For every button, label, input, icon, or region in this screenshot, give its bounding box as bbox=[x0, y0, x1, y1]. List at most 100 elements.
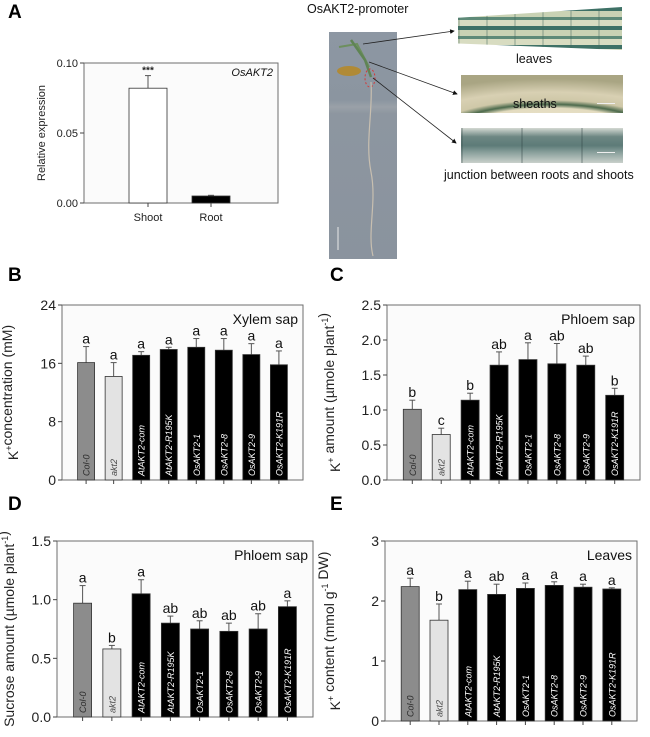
y-tick-label: 0.5 bbox=[362, 437, 382, 453]
y-axis-label: Relative expression bbox=[36, 85, 48, 181]
sheaths-micrograph bbox=[461, 75, 623, 113]
chart-title: OsAKT2 bbox=[231, 67, 273, 79]
seedling-photo bbox=[329, 32, 397, 259]
y-tick-label: 1.0 bbox=[32, 592, 52, 608]
significance-letter: a bbox=[79, 570, 87, 586]
y-tick-label: 0.10 bbox=[57, 58, 78, 70]
panel-label-e: E bbox=[330, 494, 343, 515]
x-tick-label: Shoot bbox=[134, 212, 163, 224]
significance-letter: ab bbox=[250, 598, 266, 614]
bar-category-label: AtAKT2-R195K bbox=[164, 413, 174, 477]
bar-category-label: OsAKT2-K191R bbox=[274, 411, 284, 476]
significance-letter: b bbox=[408, 384, 416, 400]
y-axis-label-part: K bbox=[327, 700, 343, 710]
y-tick-label: 2 bbox=[371, 593, 379, 609]
y-tick-label: 16 bbox=[40, 355, 56, 371]
bar bbox=[191, 195, 231, 204]
seed-icon bbox=[337, 66, 361, 76]
bar-category-label: OsAKT2-9 bbox=[581, 434, 591, 476]
chart-c: 0.0 0.5 1.0 1.5 2.0 2.5 K+ amount (µmole plant… bbox=[315, 297, 641, 488]
significance-letter: b bbox=[108, 629, 116, 645]
significance-letter: ab bbox=[163, 600, 179, 616]
chart-title: Phloem sap bbox=[561, 311, 635, 327]
significance-letter: ab bbox=[491, 336, 507, 352]
y-tick-label: 1.5 bbox=[362, 367, 382, 383]
significance-letter: a bbox=[192, 323, 200, 339]
bar-category-label: akt2 bbox=[437, 459, 447, 476]
y-tick-label: 1 bbox=[371, 653, 379, 669]
significance-letter: a bbox=[464, 565, 472, 581]
seedling-root bbox=[368, 81, 374, 257]
bar-category-label: AtAKT2-R195K bbox=[166, 650, 176, 714]
y-axis-label-part: Sucrose amount (µmole plant bbox=[1, 544, 17, 727]
plot-frame bbox=[386, 304, 641, 481]
promoter-title: OsAKT2-promoter bbox=[307, 2, 409, 16]
seedling-drawing bbox=[337, 39, 376, 257]
y-axis-label-part: concentration (mM) bbox=[0, 325, 15, 446]
y-axis-label-part: DW) bbox=[315, 552, 331, 584]
significance-letter: ab bbox=[578, 340, 594, 356]
bar-category-label: OsAKT2-9 bbox=[254, 671, 264, 713]
panel-label-d: D bbox=[8, 494, 22, 515]
y-tick-label: 0 bbox=[371, 713, 379, 729]
significance-letter: a bbox=[284, 585, 292, 601]
significance-letter: a bbox=[522, 567, 530, 583]
y-axis-label-part: ) bbox=[315, 313, 331, 318]
chart-title: Leaves bbox=[587, 547, 632, 563]
significance-letter: ab bbox=[221, 607, 237, 623]
plot-frame bbox=[56, 540, 314, 718]
bar-category-label: OsAKT2-1 bbox=[523, 434, 533, 476]
y-tick-label: 2.5 bbox=[362, 297, 382, 313]
plot-frame bbox=[83, 62, 279, 204]
bar-category-label: AtAKT2-com bbox=[463, 665, 473, 718]
significance-letter: b bbox=[611, 372, 619, 388]
y-tick-label: 3 bbox=[371, 533, 379, 549]
significance-letter: ab bbox=[192, 605, 208, 621]
bar-category-label: Col-0 bbox=[78, 691, 88, 713]
bar-category-label: OsAKT2-9 bbox=[247, 434, 257, 476]
bar-category-label: AtAKT2-R195K bbox=[495, 413, 505, 477]
significance-letter: a bbox=[137, 336, 145, 352]
scale-bar bbox=[597, 103, 615, 104]
y-axis-label: Sucrose amount (µmole plant-1) bbox=[0, 531, 17, 727]
significance-letter: b bbox=[435, 588, 443, 604]
bar-category-label: akt2 bbox=[109, 459, 119, 476]
bar-category-label: OsAKT2-9 bbox=[579, 675, 589, 717]
chart-title: Phloem sap bbox=[234, 547, 308, 563]
significance-letter: a bbox=[406, 562, 414, 578]
bar-category-label: OsAKT2-8 bbox=[552, 434, 562, 476]
seedling-shoot bbox=[349, 39, 373, 78]
y-axis-label-superscript: -1 bbox=[320, 584, 330, 592]
y-tick-label: 0 bbox=[48, 472, 56, 488]
y-axis-label-part: K bbox=[327, 462, 343, 472]
significance-letter: a bbox=[247, 328, 255, 344]
y-tick-label: 0.5 bbox=[32, 650, 52, 666]
plot-frame bbox=[384, 540, 638, 722]
significance-letter: a bbox=[165, 331, 173, 347]
y-tick-label: 0.0 bbox=[362, 472, 382, 488]
plot-frame bbox=[61, 304, 304, 481]
y-axis-label: K+ amount (µmole plant-1) bbox=[315, 313, 343, 472]
y-tick-label: 24 bbox=[40, 297, 56, 313]
y-tick-label: 0.00 bbox=[57, 198, 78, 210]
y-axis-label-part: content (mmol g bbox=[321, 592, 337, 696]
bar bbox=[128, 87, 168, 204]
y-tick-label: 8 bbox=[48, 414, 56, 430]
junction-highlight-circle bbox=[364, 68, 376, 88]
scale-bar bbox=[597, 152, 615, 153]
bar-category-label: AtAKT2-R195K bbox=[492, 654, 502, 718]
bar-category-label: AtAKT2-com bbox=[466, 424, 476, 477]
y-axis-label-part: K bbox=[5, 450, 21, 460]
panel-label-b: B bbox=[8, 265, 22, 286]
bar-category-label: OsAKT2-K191R bbox=[283, 648, 293, 713]
bar-category-label: akt2 bbox=[435, 700, 445, 717]
bar-category-label: Col-0 bbox=[406, 695, 416, 717]
y-axis-label-superscript: + bbox=[4, 445, 14, 450]
bar-category-label: OsAKT2-8 bbox=[550, 675, 560, 717]
bar-category-label: OsAKT2-1 bbox=[521, 675, 531, 717]
significance-letter: ab bbox=[489, 568, 505, 584]
caption-junction: junction between roots and shoots bbox=[444, 168, 634, 182]
caption-sheaths: sheaths bbox=[513, 97, 557, 111]
